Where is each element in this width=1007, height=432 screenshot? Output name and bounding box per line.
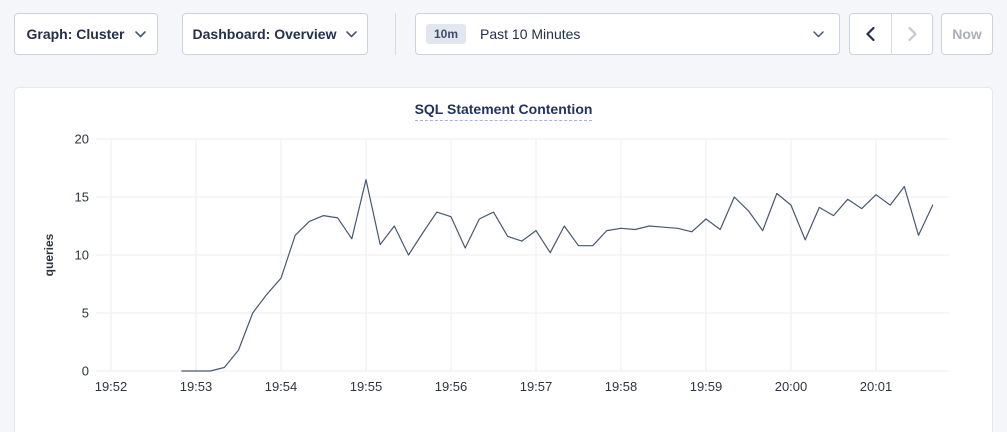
x-tick-label: 19:53 <box>180 379 213 394</box>
chart-panel: SQL Statement Contention 0 5 10 15 20 19:52 19… <box>14 87 993 432</box>
dashboard-dropdown[interactable]: Dashboard: Overview <box>182 13 368 55</box>
toolbar: Graph: Cluster Dashboard: Overview 10m P… <box>14 13 993 55</box>
time-forward-button[interactable] <box>891 14 932 54</box>
chevron-down-icon <box>134 30 146 37</box>
time-step-button-group <box>849 13 933 55</box>
y-tick-label: 20 <box>75 132 89 147</box>
y-tick-label: 5 <box>82 306 89 321</box>
graph-dropdown-label: Graph: Cluster <box>26 26 125 42</box>
time-backward-button[interactable] <box>850 14 891 54</box>
chevron-down-icon <box>813 30 824 37</box>
x-tick-label: 19:52 <box>95 379 128 394</box>
chevron-left-icon <box>866 27 875 41</box>
toolbar-spacer <box>840 13 849 55</box>
x-tick-label: 19:58 <box>605 379 638 394</box>
chart-title-row: SQL Statement Contention <box>15 101 992 121</box>
graph-dropdown[interactable]: Graph: Cluster <box>14 13 158 55</box>
x-tick-label: 19:57 <box>520 379 553 394</box>
time-window-badge: 10m <box>426 24 467 44</box>
x-tick-label: 19:59 <box>690 379 723 394</box>
chevron-right-icon <box>907 27 917 41</box>
dashboard-dropdown-label: Dashboard: Overview <box>192 26 337 42</box>
contention-series-line <box>181 178 934 372</box>
x-tick-label: 19:54 <box>265 379 298 394</box>
x-tick-label: 19:56 <box>435 379 468 394</box>
x-tick-label: 19:55 <box>350 379 383 394</box>
now-button[interactable]: Now <box>941 13 993 55</box>
x-tick-label: 20:00 <box>775 379 808 394</box>
x-tick-label: 20:01 <box>860 379 893 394</box>
time-range-label: Past 10 Minutes <box>480 26 581 42</box>
y-tick-label: 15 <box>75 190 89 205</box>
chevron-down-icon <box>346 30 358 37</box>
chart-title[interactable]: SQL Statement Contention <box>414 101 593 121</box>
contention-chart[interactable]: 0 5 10 15 20 19:52 19:53 19:54 19:55 19:56 19:57 19… <box>15 88 992 432</box>
time-range-picker[interactable]: 10m Past 10 Minutes <box>415 13 840 55</box>
toolbar-divider <box>395 13 396 55</box>
y-tick-label: 0 <box>82 364 89 379</box>
y-axis-label: queries <box>42 233 56 276</box>
y-tick-label: 10 <box>75 248 89 263</box>
